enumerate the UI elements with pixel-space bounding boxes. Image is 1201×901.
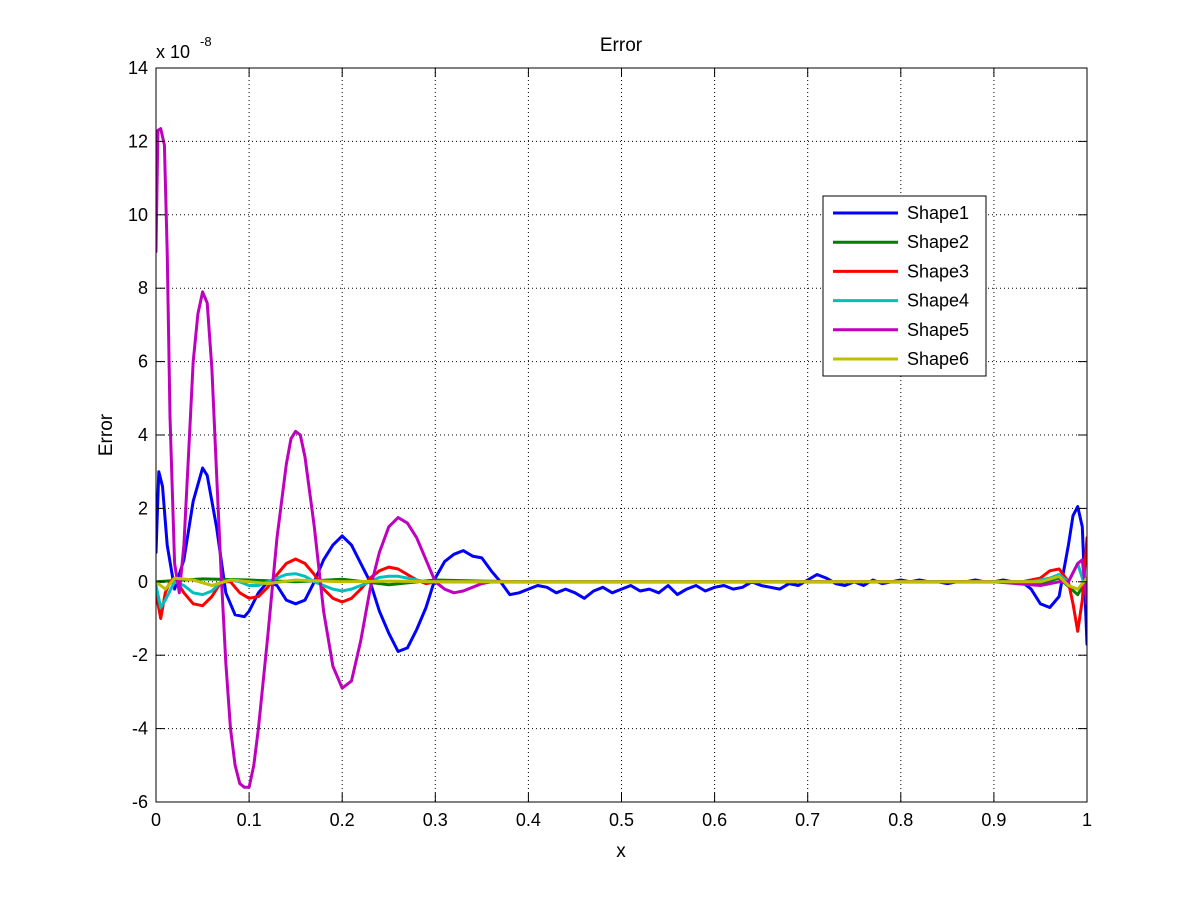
chart-title: Error — [600, 35, 643, 56]
legend-label-shape3: Shape3 — [907, 261, 969, 281]
y-tick-label: 10 — [128, 205, 148, 225]
x-tick-label: 0.4 — [516, 810, 541, 830]
plot-area-background — [156, 68, 1087, 802]
y-tick-label: 12 — [128, 131, 148, 151]
legend-label-shape5: Shape5 — [907, 320, 969, 340]
x-tick-label: 0.1 — [237, 810, 262, 830]
x-tick-label: 0 — [151, 810, 161, 830]
x-tick-label: 0.9 — [981, 810, 1006, 830]
y-tick-label: -6 — [132, 792, 148, 812]
x-tick-label: 0.2 — [330, 810, 355, 830]
x-tick-label: 1 — [1082, 810, 1092, 830]
series-line-shape6 — [156, 574, 1087, 591]
legend-label-shape4: Shape4 — [907, 291, 969, 311]
y-tick-label: -2 — [132, 645, 148, 665]
legend: Shape1 Shape2 Shape3 Shape4 Shape5 Shape6 — [822, 195, 987, 377]
legend-label-shape6: Shape6 — [907, 349, 969, 369]
y-tick-label: 8 — [138, 278, 148, 298]
x-tick-label: 0.7 — [795, 810, 820, 830]
y-tick-label: 0 — [138, 572, 148, 592]
x-tick-label: 0.8 — [888, 810, 913, 830]
x-axis-label: x — [616, 841, 626, 862]
y-tick-label: 6 — [138, 352, 148, 372]
x-tick-label: 0.6 — [702, 810, 727, 830]
legend-box — [822, 195, 987, 377]
series-layer — [156, 127, 1087, 789]
y-axis-label: Error — [96, 413, 117, 456]
ticks — [155, 67, 1088, 803]
y-tick-label: 14 — [128, 58, 148, 78]
legend-label-shape2: Shape2 — [907, 232, 969, 252]
x-tick-label: 0.5 — [609, 810, 634, 830]
y-tick-label: -4 — [132, 719, 148, 739]
y-exponent-power: -8 — [200, 34, 212, 49]
y-tick-label: 4 — [138, 425, 148, 445]
y-tick-label: 2 — [138, 498, 148, 518]
x-tick-label: 0.3 — [423, 810, 448, 830]
y-exponent-base: x 10 — [156, 42, 190, 62]
legend-label-shape1: Shape1 — [907, 203, 969, 223]
tick-labels: 0 0.1 0.2 0.3 0.4 0.5 0.6 0.7 0.8 0.9 1 -6 -4 -2 0 2 4 6 8… — [128, 58, 1092, 830]
